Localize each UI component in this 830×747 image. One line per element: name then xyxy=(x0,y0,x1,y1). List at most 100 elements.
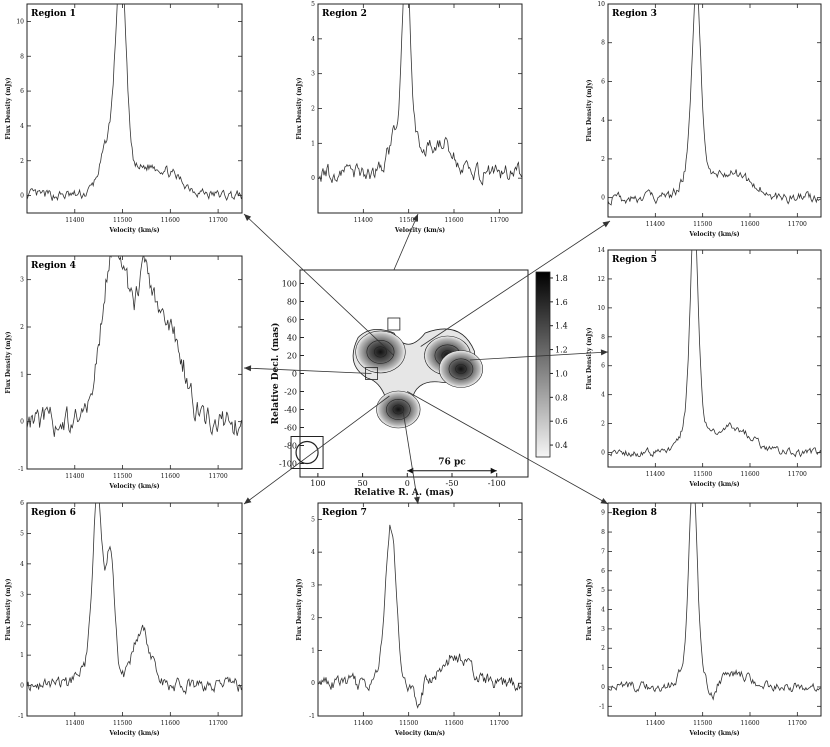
y-tick-label: 4 xyxy=(601,117,605,124)
scale-bar-label: 76 pc xyxy=(438,458,466,468)
connector-line xyxy=(420,220,611,347)
x-tick-label: 11700 xyxy=(209,473,228,480)
y-tick-label: 0 xyxy=(601,195,605,202)
y-tick-label: 6 xyxy=(601,363,605,370)
beam-box xyxy=(290,436,324,469)
y-axis-label: Flux Density (mJy) xyxy=(586,79,593,141)
y-tick-label: 2 xyxy=(20,622,24,629)
spectrum-line xyxy=(608,4,821,206)
y-tick-label: 9 xyxy=(601,510,605,517)
y-tick-label: 1 xyxy=(311,140,315,147)
emission-component xyxy=(355,330,406,374)
x-tick-label: 11400 xyxy=(354,720,373,727)
panel-title: Region 6 xyxy=(31,508,76,518)
y-tick-label: 3 xyxy=(601,626,605,633)
x-tick-label: 11400 xyxy=(646,471,665,478)
y-tick-label: 8 xyxy=(20,53,24,60)
map-y-tick-label: 40 xyxy=(287,334,297,343)
y-axis-label: Flux Density (mJy) xyxy=(5,331,12,393)
colorbar-tick-label: 0.8 xyxy=(555,393,568,402)
y-tick-label: 0 xyxy=(20,193,24,200)
emission-component xyxy=(438,350,484,388)
continuum-map: 100 50 0 -50 -100 100 80 60 40 20 0 -20 -40 -60 -80 -10… xyxy=(270,269,568,498)
map-y-tick-label: -80 xyxy=(284,442,297,451)
map-x-tick-label: 0 xyxy=(405,479,410,488)
panel-frame xyxy=(26,3,243,214)
y-tick-label: 4 xyxy=(20,123,24,130)
x-tick-label: 11700 xyxy=(788,471,807,478)
spectrum-line xyxy=(318,4,522,186)
spectrum-line xyxy=(608,250,821,458)
y-tick-label: -1 xyxy=(18,466,24,473)
map-y-label: Relative Decl. (mas) xyxy=(270,323,281,425)
panel-frame xyxy=(317,502,523,717)
x-tick-label: 11600 xyxy=(161,720,180,727)
y-tick-label: 3 xyxy=(20,277,24,284)
y-tick-label: 3 xyxy=(311,71,315,78)
y-tick-label: 4 xyxy=(311,36,315,43)
panel-frame xyxy=(317,3,523,214)
y-tick-label: -1 xyxy=(18,713,24,720)
spectrum-panel-5: Region 5 11400 11500 11600 11700 0 2 4 6 8 10 12 14 V… xyxy=(586,247,822,488)
x-tick-label: 11600 xyxy=(740,720,759,727)
x-tick-label: 11400 xyxy=(65,720,84,727)
x-axis-label: Velocity (km/s) xyxy=(688,231,739,238)
map-x-tick-label: 100 xyxy=(310,479,325,488)
x-tick-label: 11700 xyxy=(209,217,228,224)
inner-contour xyxy=(448,358,474,380)
y-tick-label: 0 xyxy=(311,680,315,687)
connector-arrowhead xyxy=(602,221,610,228)
y-tick-label: 2 xyxy=(311,106,315,113)
map-y-tick-label: -60 xyxy=(284,424,297,433)
x-axis-label: Velocity (km/s) xyxy=(688,730,739,737)
panel-title: Region 3 xyxy=(612,9,657,19)
y-tick-label: 1 xyxy=(601,665,605,672)
map-y-tick-label: 80 xyxy=(287,298,297,307)
map-y-tick-label: 100 xyxy=(282,280,297,289)
panel-frame xyxy=(26,502,243,717)
y-tick-label: 6 xyxy=(20,88,24,95)
map-y-tick-label: 20 xyxy=(287,352,297,361)
connector-arrowhead xyxy=(413,496,420,504)
connector-arrowhead xyxy=(600,497,608,504)
spectrum-panel-6: Region 6 11400 11500 11600 11700 -1 0 1 2 3 4 5 6 Vel… xyxy=(5,500,243,737)
connector-arrowhead xyxy=(244,497,252,504)
inner-contour xyxy=(386,399,411,420)
spectrum-line xyxy=(27,503,242,695)
y-tick-label: 0 xyxy=(20,419,24,426)
y-tick-label: 8 xyxy=(601,40,605,47)
spectrum-line xyxy=(318,524,522,709)
connector-line xyxy=(243,367,372,374)
y-tick-label: 10 xyxy=(597,305,605,312)
colorbar-tick-label: 1.8 xyxy=(555,274,568,283)
y-tick-label: 5 xyxy=(311,516,315,523)
y-axis-label: Flux Density (mJy) xyxy=(586,327,593,389)
x-tick-label: 11600 xyxy=(444,720,463,727)
y-tick-label: 6 xyxy=(601,568,605,575)
x-tick-label: 11600 xyxy=(161,473,180,480)
y-tick-label: 5 xyxy=(311,1,315,8)
x-axis-label: Velocity (km/s) xyxy=(394,730,445,737)
colorbar-tick-label: 0.4 xyxy=(555,441,568,450)
y-tick-label: 0 xyxy=(601,450,605,457)
panel-title: Region 1 xyxy=(31,9,76,19)
peak-contour xyxy=(455,364,467,374)
x-tick-label: 11400 xyxy=(646,720,665,727)
colorbar-tick-label: 1.0 xyxy=(555,369,568,378)
y-tick-label: 4 xyxy=(601,392,605,399)
y-axis-label: Flux Density (mJy) xyxy=(5,578,12,640)
connector-arrowhead xyxy=(412,214,418,222)
panel-frame xyxy=(607,502,822,717)
spectrum-line xyxy=(27,4,242,202)
x-tick-label: 11700 xyxy=(788,720,807,727)
map-y-tick-label: -40 xyxy=(284,406,297,415)
panel-title: Region 2 xyxy=(322,9,367,19)
connector-arrowhead xyxy=(244,365,252,372)
spectrum-line xyxy=(27,256,242,437)
panel-frame xyxy=(607,3,822,218)
y-tick-label: 2 xyxy=(601,421,605,428)
y-tick-label: 1 xyxy=(311,647,315,654)
connector-line xyxy=(393,213,419,271)
y-tick-label: 6 xyxy=(20,500,24,507)
peak-contour xyxy=(392,404,405,415)
